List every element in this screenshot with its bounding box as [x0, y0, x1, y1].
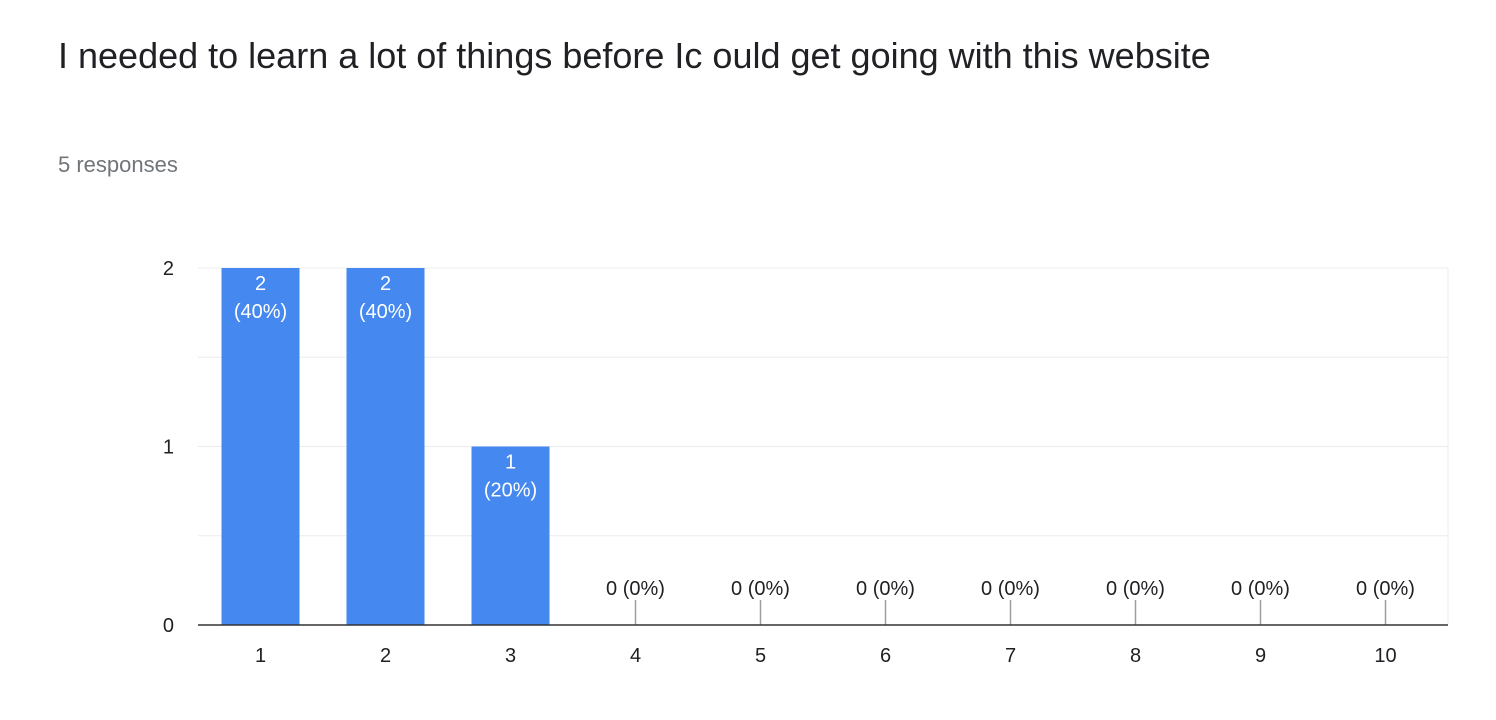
bar-data-label: 0 (0%) [1106, 578, 1165, 600]
x-tick-label: 6 [880, 645, 891, 667]
bar-data-label: 2 [380, 273, 391, 295]
bar-data-label: 2 [255, 273, 266, 295]
bar [221, 268, 300, 625]
x-tick-label: 3 [505, 645, 516, 667]
x-tick-label: 10 [1374, 645, 1396, 667]
bar-data-label: 1 [505, 452, 516, 474]
bar-data-label: 0 (0%) [1356, 578, 1415, 600]
bar-data-labels: 2 (40%) 2 (40%) 1 (20%) 0 (0%) 0 (0%) 0 (0%) 0 (0… [234, 273, 1415, 625]
y-tick-label: 1 [163, 437, 174, 459]
bars [221, 268, 550, 625]
bar [471, 446, 550, 625]
y-tick-label: 0 [163, 615, 174, 637]
x-tick-label: 2 [380, 645, 391, 667]
x-tick-label: 8 [1130, 645, 1141, 667]
bar-data-label: 0 (0%) [1231, 578, 1290, 600]
x-tick-label: 1 [255, 645, 266, 667]
x-axis-ticks: 1 2 3 4 5 6 7 8 9 10 [255, 645, 1397, 667]
x-tick-label: 7 [1005, 645, 1016, 667]
x-tick-label: 9 [1255, 645, 1266, 667]
x-tick-label: 4 [630, 645, 641, 667]
bar-data-label: (20%) [484, 480, 537, 502]
response-count: 5 responses [58, 152, 178, 177]
x-tick-label: 5 [755, 645, 766, 667]
bar [346, 268, 425, 625]
bar-data-label: 0 (0%) [856, 578, 915, 600]
bar-data-label: (40%) [359, 301, 412, 323]
y-axis-ticks: 0 1 2 [163, 258, 174, 637]
bar-data-label: 0 (0%) [606, 578, 665, 600]
question-title: I needed to learn a lot of things before… [58, 35, 1211, 76]
bar-data-label: 0 (0%) [731, 578, 790, 600]
bar-data-label: (40%) [234, 301, 287, 323]
y-tick-label: 2 [163, 258, 174, 280]
bar-data-label: 0 (0%) [981, 578, 1040, 600]
